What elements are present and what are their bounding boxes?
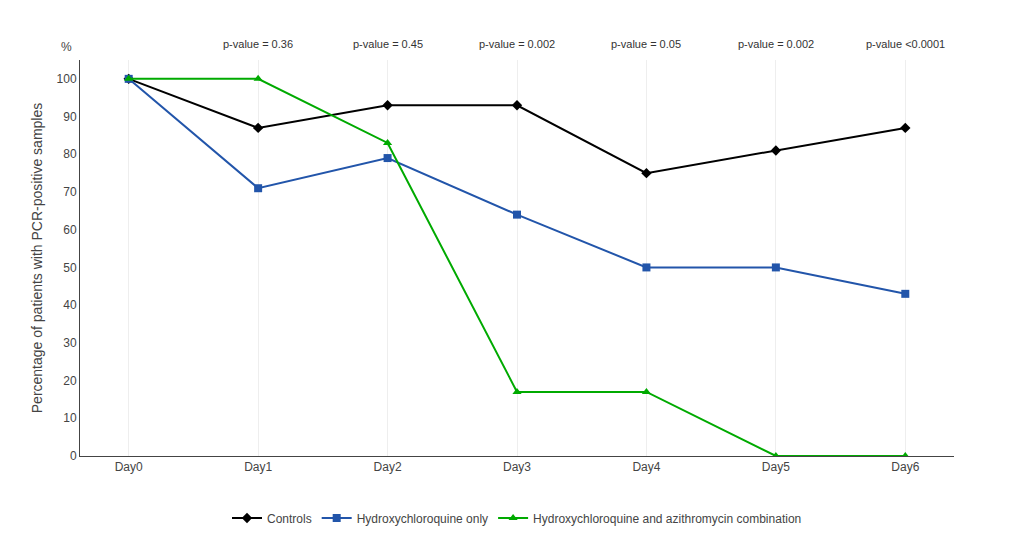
svg-text:70: 70 [63, 185, 77, 199]
svg-text:Day0: Day0 [115, 460, 143, 474]
svg-text:p-value = 0.36: p-value = 0.36 [223, 38, 293, 50]
svg-text:p-value = 0.002: p-value = 0.002 [738, 38, 814, 50]
svg-text:Day2: Day2 [374, 460, 402, 474]
svg-text:10: 10 [63, 411, 77, 425]
svg-text:100: 100 [57, 72, 77, 86]
svg-text:Day1: Day1 [244, 460, 272, 474]
svg-text:Controls: Controls [267, 512, 312, 526]
svg-text:Day6: Day6 [891, 460, 919, 474]
svg-text:0: 0 [70, 449, 77, 463]
svg-text:Hydroxychloroquine only: Hydroxychloroquine only [357, 512, 488, 526]
svg-text:20: 20 [63, 374, 77, 388]
svg-text:%: % [61, 40, 72, 54]
svg-text:80: 80 [63, 147, 77, 161]
svg-text:Hydroxychloroquine and azithro: Hydroxychloroquine and azithromycin comb… [533, 512, 801, 526]
svg-text:60: 60 [63, 223, 77, 237]
svg-text:30: 30 [63, 336, 77, 350]
svg-text:90: 90 [63, 110, 77, 124]
svg-text:40: 40 [63, 298, 77, 312]
svg-text:Percentage of patients with PC: Percentage of patients with PCR-positive… [29, 103, 45, 413]
svg-text:p-value <0.0001: p-value <0.0001 [866, 38, 945, 50]
svg-text:p-value = 0.05: p-value = 0.05 [611, 38, 681, 50]
svg-text:Day3: Day3 [503, 460, 531, 474]
svg-text:50: 50 [63, 261, 77, 275]
svg-text:p-value = 0.002: p-value = 0.002 [479, 38, 555, 50]
svg-text:Day4: Day4 [632, 460, 660, 474]
svg-text:p-value = 0.45: p-value = 0.45 [353, 38, 423, 50]
svg-text:Day5: Day5 [762, 460, 790, 474]
